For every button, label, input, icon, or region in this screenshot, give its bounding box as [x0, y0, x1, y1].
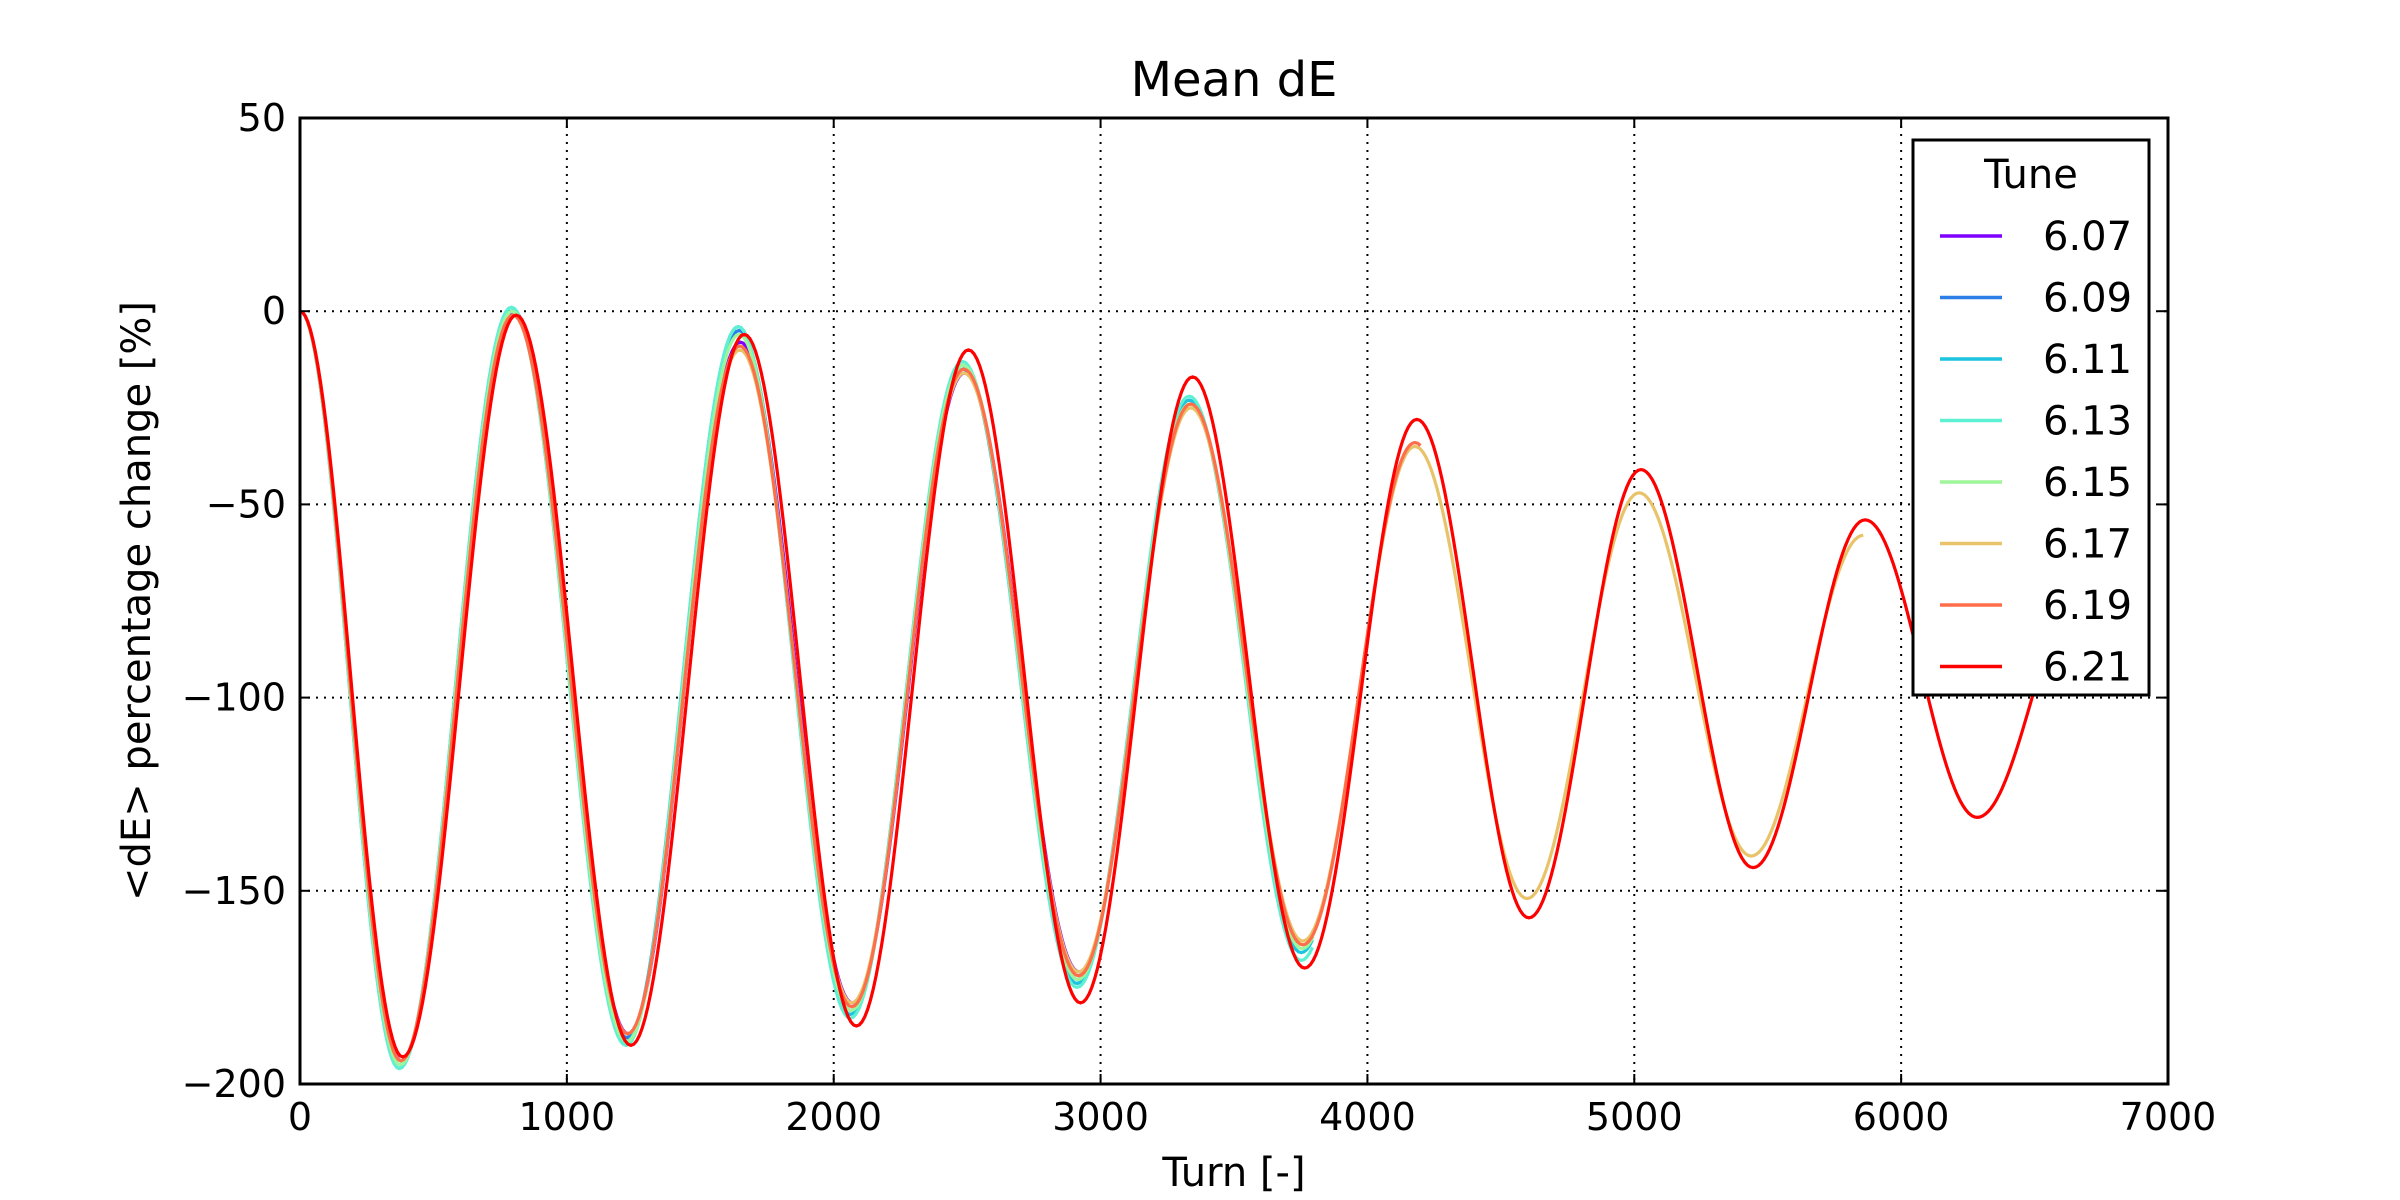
series-line-6.21 [300, 309, 2088, 1059]
series-line-6.19 [300, 309, 1422, 1063]
legend-label: 6.09 [2043, 276, 2132, 322]
legend-title: Tune [1983, 152, 2078, 198]
legend-label: 6.17 [2043, 522, 2132, 568]
chart-title: Mean dE [1131, 52, 1338, 108]
x-tick-label: 5000 [1586, 1095, 1683, 1139]
x-tick-label: 1000 [518, 1095, 615, 1139]
y-tick-label: 0 [262, 289, 286, 333]
y-tick-label: −200 [182, 1062, 286, 1106]
y-tick-label: 50 [238, 96, 286, 140]
series-line-6.13 [300, 305, 1314, 1071]
legend-label: 6.19 [2043, 583, 2132, 629]
legend-label: 6.13 [2043, 399, 2132, 445]
legend-label: 6.11 [2043, 337, 2132, 383]
y-tick-label: −50 [206, 482, 286, 526]
y-axis-label: <dE> percentage change [%] [114, 301, 160, 901]
legend-label: 6.21 [2043, 645, 2132, 691]
grid [300, 118, 2168, 1084]
x-axis-label: Turn [-] [1161, 1150, 1305, 1196]
series-line-6.07 [300, 309, 1087, 1063]
series-line-6.17 [300, 309, 1864, 1063]
legend: Tune 6.07 6.09 6.11 6.13 6.15 6.17 6.19 6.21 [1911, 138, 2151, 697]
x-tick-label: 4000 [1319, 1095, 1416, 1139]
x-tick-label: 3000 [1052, 1095, 1149, 1139]
series-lines [300, 305, 2088, 1071]
legend-label: 6.15 [2043, 460, 2132, 506]
series-line-6.09 [300, 309, 1088, 1067]
x-tick-label: 6000 [1853, 1095, 1950, 1139]
y-tick-label: −150 [182, 869, 286, 913]
legend-label: 6.07 [2043, 214, 2132, 260]
y-tick-label: −100 [182, 676, 286, 720]
plot-frame [298, 116, 2170, 1086]
legend-box [1911, 138, 2151, 697]
series-line-6.15 [300, 309, 1315, 1067]
axis-ticks: 0 1000 2000 3000 4000 5000 6000 7000 50 0 −50 −100 −… [182, 96, 2217, 1139]
x-tick-label: 2000 [785, 1095, 882, 1139]
x-tick-label: 7000 [2120, 1095, 2217, 1139]
series-line-6.11 [300, 305, 1314, 1071]
x-tick-label: 0 [288, 1095, 312, 1139]
